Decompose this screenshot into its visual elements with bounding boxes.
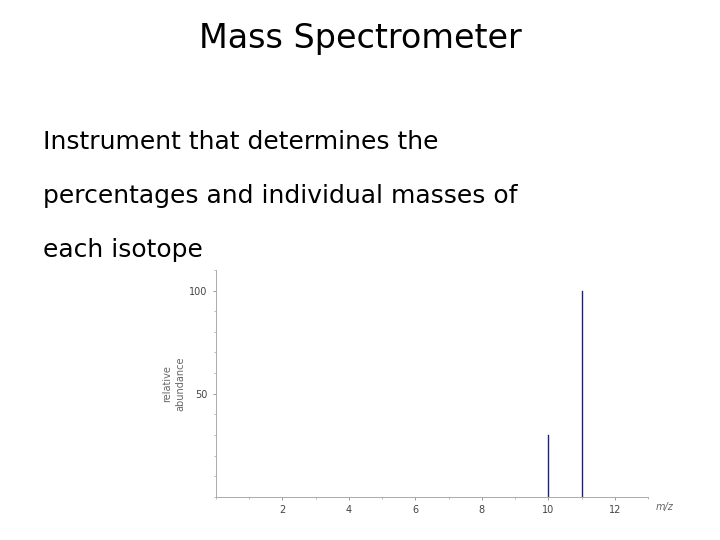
Text: percentages and individual masses of: percentages and individual masses of — [43, 184, 518, 207]
Y-axis label: relative
abundance: relative abundance — [162, 356, 185, 410]
Text: m/z: m/z — [655, 502, 673, 512]
Text: each isotope: each isotope — [43, 238, 203, 261]
Text: Instrument that determines the: Instrument that determines the — [43, 130, 438, 153]
Text: Mass Spectrometer: Mass Spectrometer — [199, 22, 521, 55]
